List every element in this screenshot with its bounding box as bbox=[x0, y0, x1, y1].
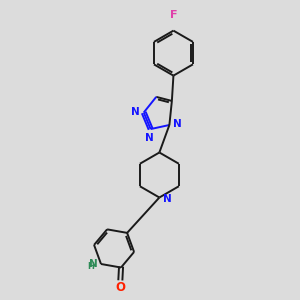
Text: N: N bbox=[145, 133, 153, 143]
Text: H: H bbox=[87, 262, 94, 271]
Text: N: N bbox=[131, 107, 140, 117]
Text: N: N bbox=[88, 259, 97, 269]
Text: F: F bbox=[170, 10, 177, 20]
Text: O: O bbox=[116, 281, 125, 294]
Text: N: N bbox=[164, 194, 172, 204]
Text: N: N bbox=[173, 119, 182, 129]
